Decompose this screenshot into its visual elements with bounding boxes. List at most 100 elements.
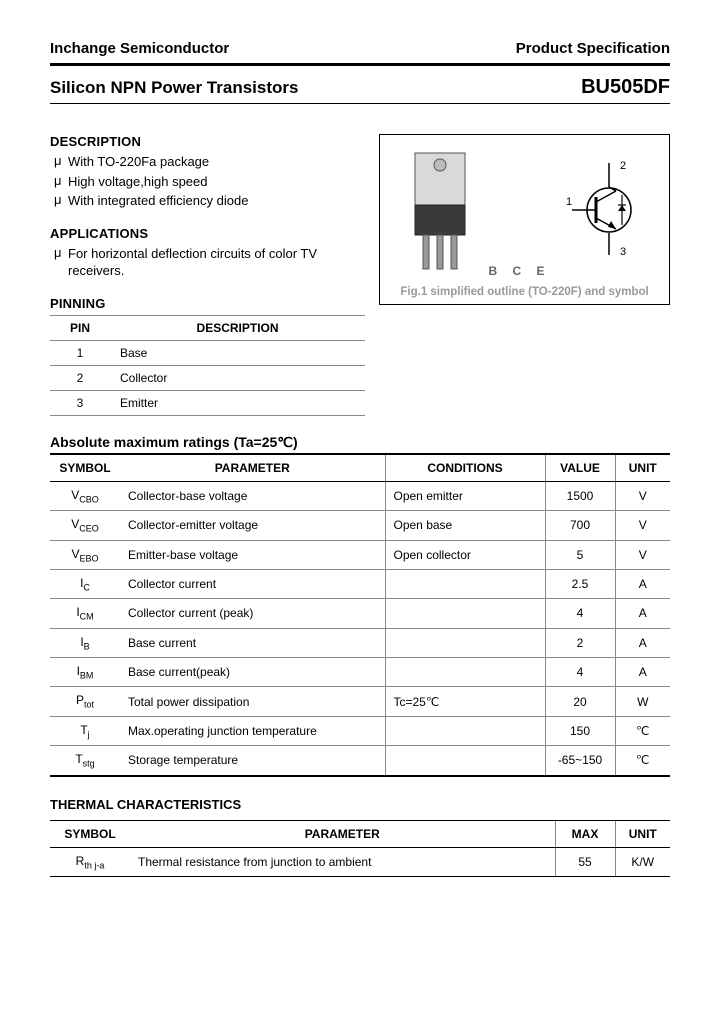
ratings-parameter: Base current(peak) (120, 658, 385, 687)
figure-box: B C E 2 1 3 (379, 134, 670, 305)
ratings-value: 150 (545, 716, 615, 745)
applications-heading: APPLICATIONS (50, 226, 365, 241)
ratings-title: Absolute maximum ratings (Ta=25℃) (50, 434, 670, 451)
ratings-unit: ℃ (615, 716, 670, 745)
ratings-value: 2.5 (545, 569, 615, 598)
sym-label-bottom: 3 (620, 246, 626, 258)
sym-label-left: 1 (566, 196, 572, 208)
ratings-row: ICMCollector current (peak)4A (50, 599, 670, 628)
ratings-conditions (385, 569, 545, 598)
ratings-row: VEBOEmitter-base voltageOpen collector5V (50, 540, 670, 569)
bullet-mark: μ (54, 192, 68, 210)
description-list: μWith TO-220Fa packageμHigh voltage,high… (50, 153, 365, 210)
thermal-table: SYMBOL PARAMETER MAX UNIT Rth j-aThermal… (50, 820, 670, 877)
ratings-h-conditions: CONDITIONS (385, 454, 545, 482)
pin-number: 2 (50, 365, 110, 390)
doc-type: Product Specification (516, 40, 670, 57)
ratings-value: -65~150 (545, 746, 615, 776)
ratings-unit: V (615, 511, 670, 540)
ratings-h-value: VALUE (545, 454, 615, 482)
description-item: μHigh voltage,high speed (50, 173, 365, 191)
ratings-parameter: Collector current (peak) (120, 599, 385, 628)
pin-number: 1 (50, 340, 110, 365)
thermal-unit: K/W (615, 847, 670, 876)
ratings-symbol: IB (50, 628, 120, 657)
thermal-row: Rth j-aThermal resistance from junction … (50, 847, 670, 876)
application-item: μFor horizontal deflection circuits of c… (50, 245, 365, 280)
ratings-h-parameter: PARAMETER (120, 454, 385, 482)
pinning-row: 1Base (50, 340, 365, 365)
title-rule (50, 103, 670, 104)
pinning-row: 2Collector (50, 365, 365, 390)
figure-inner: B C E 2 1 3 (388, 145, 661, 278)
ratings-parameter: Emitter-base voltage (120, 540, 385, 569)
company-name: Inchange Semiconductor (50, 40, 229, 57)
ratings-symbol: Tstg (50, 746, 120, 776)
pinning-col-pin: PIN (50, 315, 110, 340)
ratings-unit: V (615, 540, 670, 569)
ratings-row: VCBOCollector-base voltageOpen emitter15… (50, 481, 670, 510)
description-item: μWith TO-220Fa package (50, 153, 365, 171)
pin-desc: Emitter (110, 390, 365, 415)
bullet-mark: μ (54, 173, 68, 191)
ratings-conditions (385, 628, 545, 657)
ratings-conditions: Tc=25℃ (385, 687, 545, 716)
title-row: Silicon NPN Power Transistors BU505DF (50, 76, 670, 99)
applications-list: μFor horizontal deflection circuits of c… (50, 245, 365, 280)
package-drawing: B C E (395, 145, 551, 278)
thermal-h-parameter: PARAMETER (130, 820, 555, 847)
part-number: BU505DF (581, 76, 670, 99)
ratings-row: TstgStorage temperature-65~150℃ (50, 746, 670, 776)
ratings-h-symbol: SYMBOL (50, 454, 120, 482)
thermal-parameter: Thermal resistance from junction to ambi… (130, 847, 555, 876)
ratings-symbol: VEBO (50, 540, 120, 569)
package-pin-letters: B C E (489, 264, 551, 278)
description-heading: DESCRIPTION (50, 134, 365, 149)
ratings-symbol: VCBO (50, 481, 120, 510)
ratings-symbol: IC (50, 569, 120, 598)
ratings-parameter: Base current (120, 628, 385, 657)
ratings-h-unit: UNIT (615, 454, 670, 482)
description-text: High voltage,high speed (68, 173, 365, 191)
ratings-conditions (385, 716, 545, 745)
thermal-h-unit: UNIT (615, 820, 670, 847)
ratings-conditions: Open base (385, 511, 545, 540)
pinning-heading: PINNING (50, 296, 365, 311)
upper-right-col: B C E 2 1 3 (379, 118, 670, 416)
description-text: With TO-220Fa package (68, 153, 365, 171)
ratings-unit: A (615, 599, 670, 628)
symbol-drawing: 2 1 3 (564, 155, 654, 268)
ratings-symbol: IBM (50, 658, 120, 687)
pinning-row: 3Emitter (50, 390, 365, 415)
ratings-conditions: Open emitter (385, 481, 545, 510)
ratings-row: IBBase current2A (50, 628, 670, 657)
ratings-parameter: Collector current (120, 569, 385, 598)
ratings-symbol: Tj (50, 716, 120, 745)
pinning-table: PIN DESCRIPTION 1Base2Collector3Emitter (50, 315, 365, 416)
ratings-unit: V (615, 481, 670, 510)
header-row: Inchange Semiconductor Product Specifica… (50, 40, 670, 57)
pin-desc: Base (110, 340, 365, 365)
ratings-symbol: VCEO (50, 511, 120, 540)
ratings-unit: A (615, 658, 670, 687)
ratings-parameter: Storage temperature (120, 746, 385, 776)
ratings-parameter: Max.operating junction temperature (120, 716, 385, 745)
ratings-value: 4 (545, 658, 615, 687)
thermal-h-max: MAX (555, 820, 615, 847)
thermal-h-symbol: SYMBOL (50, 820, 130, 847)
header-rule (50, 63, 670, 66)
description-text: With integrated efficiency diode (68, 192, 365, 210)
ratings-parameter: Collector-emitter voltage (120, 511, 385, 540)
ratings-conditions (385, 599, 545, 628)
thermal-heading: THERMAL CHARACTERISTICS (50, 797, 670, 812)
pinning-col-desc: DESCRIPTION (110, 315, 365, 340)
ratings-value: 5 (545, 540, 615, 569)
upper-two-col: DESCRIPTION μWith TO-220Fa packageμHigh … (50, 118, 670, 416)
bullet-mark: μ (54, 245, 68, 280)
ratings-row: IBMBase current(peak) 4A (50, 658, 670, 687)
ratings-symbol: Ptot (50, 687, 120, 716)
pin-desc: Collector (110, 365, 365, 390)
pin-number: 3 (50, 390, 110, 415)
thermal-max: 55 (555, 847, 615, 876)
ratings-value: 1500 (545, 481, 615, 510)
